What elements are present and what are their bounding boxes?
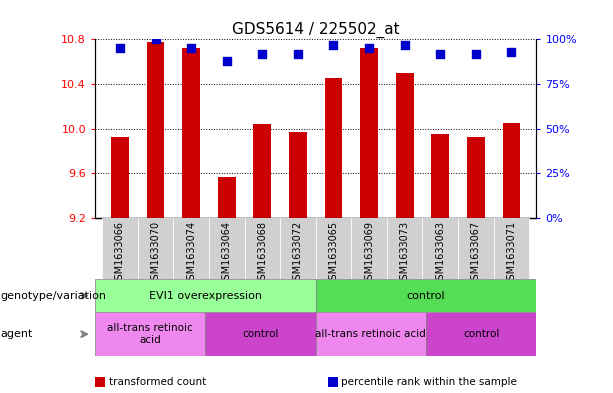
Bar xyxy=(360,48,378,218)
Bar xyxy=(387,218,422,279)
Text: GSM1633068: GSM1633068 xyxy=(257,221,267,286)
Text: all-trans retinoic
acid: all-trans retinoic acid xyxy=(107,323,193,345)
Bar xyxy=(280,218,316,279)
Text: agent: agent xyxy=(0,329,32,339)
Bar xyxy=(289,132,306,218)
Text: GSM1633066: GSM1633066 xyxy=(115,221,125,286)
Bar xyxy=(95,312,205,356)
Bar xyxy=(182,48,200,218)
Bar xyxy=(396,73,414,218)
Bar xyxy=(351,218,387,279)
Bar xyxy=(111,136,129,218)
Text: GSM1633072: GSM1633072 xyxy=(293,221,303,286)
Bar xyxy=(218,177,235,218)
Text: all-trans retinoic acid: all-trans retinoic acid xyxy=(316,329,426,339)
Point xyxy=(400,42,409,48)
Point xyxy=(115,45,125,51)
Text: EVI1 overexpression: EVI1 overexpression xyxy=(149,291,262,301)
Bar xyxy=(102,218,138,279)
Text: GSM1633064: GSM1633064 xyxy=(222,221,232,286)
Bar xyxy=(138,218,173,279)
Bar xyxy=(147,42,164,218)
Bar xyxy=(432,134,449,218)
Title: GDS5614 / 225502_at: GDS5614 / 225502_at xyxy=(232,22,400,38)
Bar xyxy=(458,218,493,279)
Bar xyxy=(253,124,271,218)
Text: GSM1633071: GSM1633071 xyxy=(506,221,517,286)
Text: transformed count: transformed count xyxy=(109,377,206,387)
Point xyxy=(151,36,161,42)
Text: genotype/variation: genotype/variation xyxy=(0,291,106,301)
Text: control: control xyxy=(242,329,279,339)
Point xyxy=(506,49,516,55)
Bar xyxy=(173,218,209,279)
Text: GSM1633065: GSM1633065 xyxy=(329,221,338,286)
Bar xyxy=(422,218,458,279)
Text: GSM1633069: GSM1633069 xyxy=(364,221,374,286)
Bar xyxy=(503,123,520,218)
Point xyxy=(293,50,303,57)
Bar xyxy=(426,312,536,356)
Bar xyxy=(95,279,316,312)
Point xyxy=(329,42,338,48)
Point xyxy=(222,58,232,64)
Point xyxy=(186,45,196,51)
Text: percentile rank within the sample: percentile rank within the sample xyxy=(341,377,517,387)
Text: GSM1633074: GSM1633074 xyxy=(186,221,196,286)
Point xyxy=(435,50,445,57)
Bar xyxy=(467,136,485,218)
Text: control: control xyxy=(463,329,500,339)
Point xyxy=(471,50,481,57)
Bar xyxy=(205,312,316,356)
Bar xyxy=(316,218,351,279)
Bar xyxy=(316,312,426,356)
Bar xyxy=(493,218,529,279)
Bar xyxy=(325,79,343,218)
Bar xyxy=(316,279,536,312)
Text: GSM1633067: GSM1633067 xyxy=(471,221,481,286)
Point xyxy=(257,50,267,57)
Text: GSM1633073: GSM1633073 xyxy=(400,221,409,286)
Text: GSM1633070: GSM1633070 xyxy=(151,221,161,286)
Point xyxy=(364,45,374,51)
Bar xyxy=(209,218,245,279)
Text: control: control xyxy=(406,291,446,301)
Bar xyxy=(245,218,280,279)
Text: GSM1633063: GSM1633063 xyxy=(435,221,445,286)
